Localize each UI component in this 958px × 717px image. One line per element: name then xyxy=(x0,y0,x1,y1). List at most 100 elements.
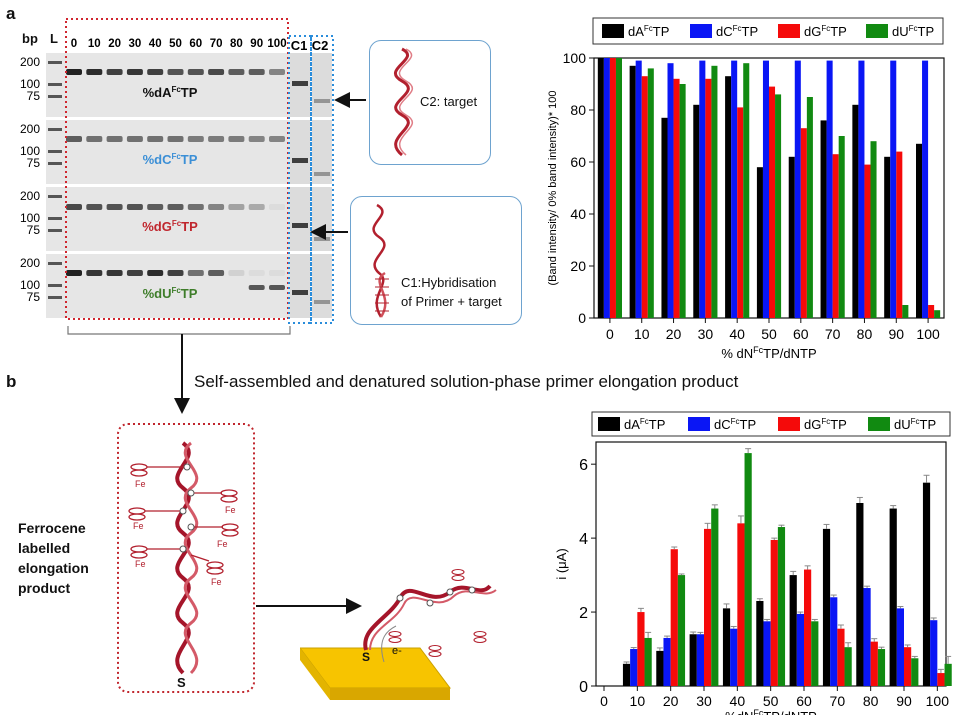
bar xyxy=(916,143,923,318)
gel-band xyxy=(147,204,164,210)
c1-band xyxy=(292,223,308,228)
gel-band xyxy=(187,204,204,210)
gel-band xyxy=(66,204,82,210)
x-axis-label: % dNFcTP/dNTP xyxy=(721,345,816,361)
bar xyxy=(770,539,778,686)
gel-condition-label: %dGFcTP xyxy=(142,219,198,234)
gel-band xyxy=(66,270,82,276)
gel-band xyxy=(86,270,103,276)
gel-band xyxy=(106,136,123,142)
bar xyxy=(820,120,827,319)
ladder-tick-label: 200 xyxy=(20,122,40,136)
ladder-band xyxy=(48,284,62,287)
electron-label: e- xyxy=(392,645,402,657)
gel-band xyxy=(228,69,245,75)
bar xyxy=(858,60,865,318)
ladder-band xyxy=(48,195,62,198)
x-tick-label: 10 xyxy=(630,693,646,709)
bar xyxy=(609,58,616,318)
ladder-tick-label: 100 xyxy=(20,211,40,225)
gel-band xyxy=(167,136,184,142)
x-tick-label: 80 xyxy=(863,693,879,709)
c2-lane xyxy=(312,187,332,251)
gel-lane-label: 50 xyxy=(169,38,182,50)
y-tick-label: 80 xyxy=(570,102,586,118)
bar xyxy=(722,608,731,686)
gel-band xyxy=(228,204,245,210)
bar xyxy=(934,310,941,318)
gel-band xyxy=(269,136,285,142)
bar xyxy=(597,58,604,318)
target-strand-icon xyxy=(393,47,414,157)
x-tick-label: 40 xyxy=(730,693,746,709)
x-tick-label: 90 xyxy=(896,693,912,709)
gel-band xyxy=(126,136,143,142)
bar xyxy=(856,503,864,686)
legend-swatch xyxy=(690,24,712,38)
bar xyxy=(622,663,631,686)
c1-band xyxy=(292,81,308,86)
gel-band xyxy=(248,270,265,276)
c2-band xyxy=(314,99,330,103)
fe-label: Fe xyxy=(135,559,146,569)
x-tick-label: 100 xyxy=(926,693,950,709)
legend-label: dGFcTP xyxy=(804,24,847,39)
bar xyxy=(864,164,871,318)
bar xyxy=(911,658,919,686)
fe-label: Fe xyxy=(135,479,146,489)
y-tick-label: 100 xyxy=(563,50,587,66)
bar xyxy=(756,167,763,318)
bar xyxy=(928,305,935,318)
bar xyxy=(844,647,852,686)
bp-label: bp xyxy=(22,31,38,46)
c2-band xyxy=(314,237,330,241)
bar xyxy=(743,63,750,319)
bar xyxy=(670,549,678,686)
ladder-tick-label: 75 xyxy=(27,89,41,103)
gel-band xyxy=(248,69,265,75)
c1-band xyxy=(292,158,308,163)
gel-band xyxy=(126,69,143,75)
bar xyxy=(826,60,833,318)
legend-label: dCFcTP xyxy=(714,417,756,432)
bar xyxy=(944,663,952,686)
bar xyxy=(863,588,871,686)
callout-c1-box: C1:Hybridisation of Primer + target xyxy=(350,196,522,325)
bar xyxy=(837,628,845,686)
ferrocene-line2: labelled xyxy=(18,540,71,556)
callout-c1-line2: of Primer + target xyxy=(401,294,502,309)
ladder-label: L xyxy=(50,31,58,46)
legend: dAFcTP dCFcTP dGFcTP dUFcTP xyxy=(591,411,951,437)
y-tick-label: 2 xyxy=(579,605,588,622)
legend-label: dGFcTP xyxy=(804,417,847,432)
y-tick-label: 6 xyxy=(579,457,588,474)
bar xyxy=(699,60,706,318)
fe-label: Fe xyxy=(225,505,236,515)
gel-band xyxy=(147,136,164,142)
gel-condition-label: %dUFcTP xyxy=(143,286,198,301)
gel-band xyxy=(187,270,204,276)
bar xyxy=(763,621,771,686)
legend-swatch xyxy=(598,417,620,431)
bar xyxy=(762,60,769,318)
fe-label: Fe xyxy=(211,577,222,587)
ladder-band xyxy=(48,83,62,86)
c1-frame xyxy=(288,35,312,324)
legend-box xyxy=(591,411,951,437)
gel-band xyxy=(208,270,225,276)
bar xyxy=(756,600,764,686)
bar xyxy=(711,508,719,686)
ladder-band xyxy=(48,296,62,299)
gel-panel xyxy=(46,187,290,251)
y-tick-label: 0 xyxy=(578,310,586,326)
callout-c2-box: C2: target xyxy=(369,40,491,165)
y-tick-label: 60 xyxy=(570,154,586,170)
legend-label: dUFcTP xyxy=(892,24,934,39)
gel-band xyxy=(208,204,225,210)
gel-lane-label: 80 xyxy=(230,38,243,50)
c1-lane xyxy=(290,120,310,184)
bar xyxy=(673,78,680,318)
legend-label: dCFcTP xyxy=(716,24,758,39)
